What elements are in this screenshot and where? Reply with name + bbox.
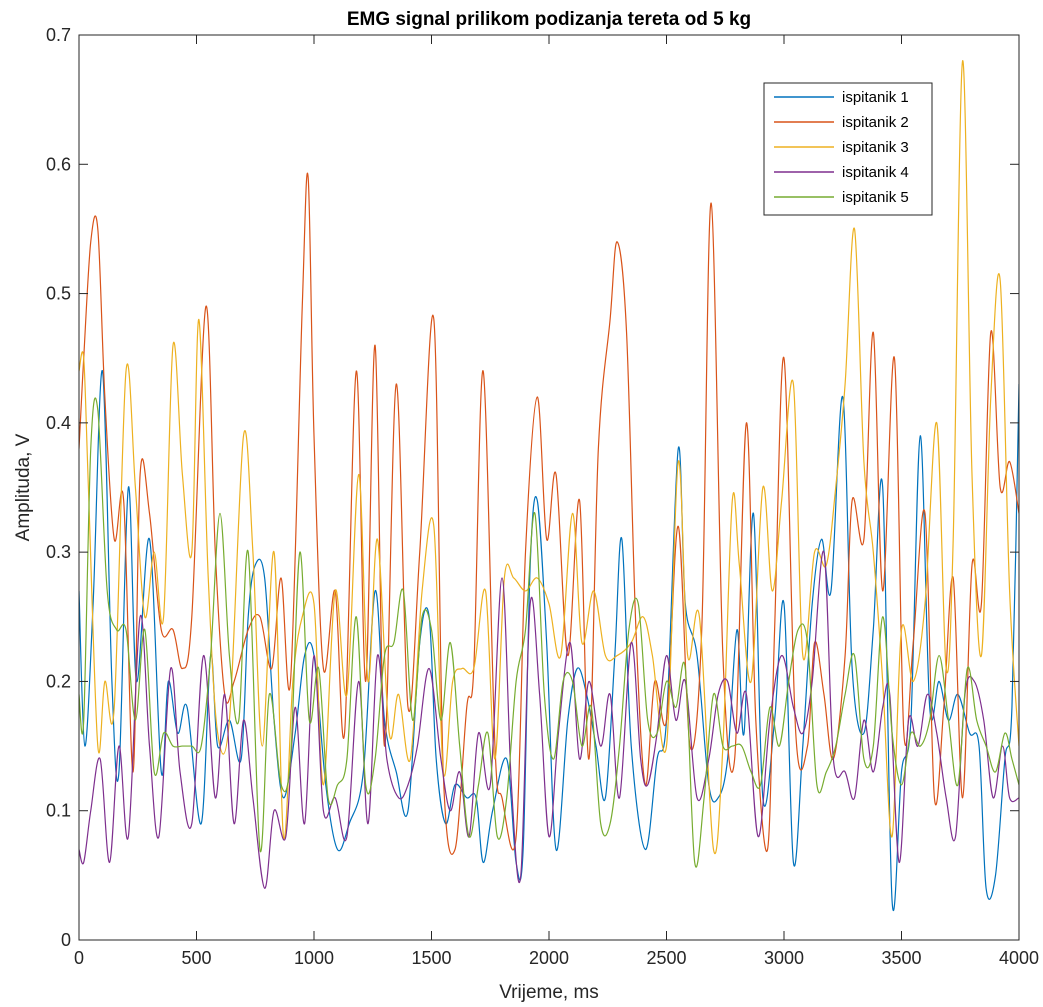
x-tick-label: 4000	[999, 948, 1039, 968]
series-line-2	[79, 172, 1019, 855]
x-tick-label: 1000	[294, 948, 334, 968]
y-tick-label: 0.6	[46, 154, 71, 174]
x-axis-label: Vrijeme, ms	[499, 982, 599, 1003]
legend: ispitanik 1 ispitanik 2 ispitanik 3 ispitan…	[763, 82, 933, 216]
y-tick-label: 0.1	[46, 801, 71, 821]
x-tick-label: 2500	[646, 948, 686, 968]
y-tick-label: 0.4	[46, 413, 71, 433]
y-tick-label: 0.3	[46, 542, 71, 562]
x-tick-label: 2000	[529, 948, 569, 968]
x-tick-label: 3000	[764, 948, 804, 968]
legend-label-5: ispitanik 5	[842, 189, 909, 206]
y-tick-label: 0	[61, 930, 71, 950]
series-layer	[79, 60, 1019, 912]
legend-label-4: ispitanik 4	[842, 164, 909, 181]
chart-title: EMG signal prilikom podizanja tereta od …	[347, 9, 751, 30]
y-axis-label: Amplituda, V	[13, 433, 34, 541]
legend-box	[763, 82, 933, 216]
legend-label-3: ispitanik 3	[842, 139, 909, 156]
x-tick-label: 0	[74, 948, 84, 968]
x-axis: 0 500 1000 1500 2000 2500 3000 3500 4000	[74, 35, 1039, 968]
series-line-3	[79, 60, 1019, 855]
y-axis: 0 0.1 0.2 0.3 0.4 0.5 0.6 0.7	[46, 25, 1019, 950]
x-tick-label: 500	[181, 948, 211, 968]
legend-label-2: ispitanik 2	[842, 114, 909, 131]
y-tick-label: 0.7	[46, 25, 71, 45]
legend-label-1: ispitanik 1	[842, 89, 909, 106]
x-tick-label: 3500	[881, 948, 921, 968]
y-tick-label: 0.5	[46, 284, 71, 304]
y-tick-label: 0.2	[46, 671, 71, 691]
series-line-5	[79, 397, 1019, 868]
x-tick-label: 1500	[411, 948, 451, 968]
series-line-4	[79, 550, 1019, 889]
